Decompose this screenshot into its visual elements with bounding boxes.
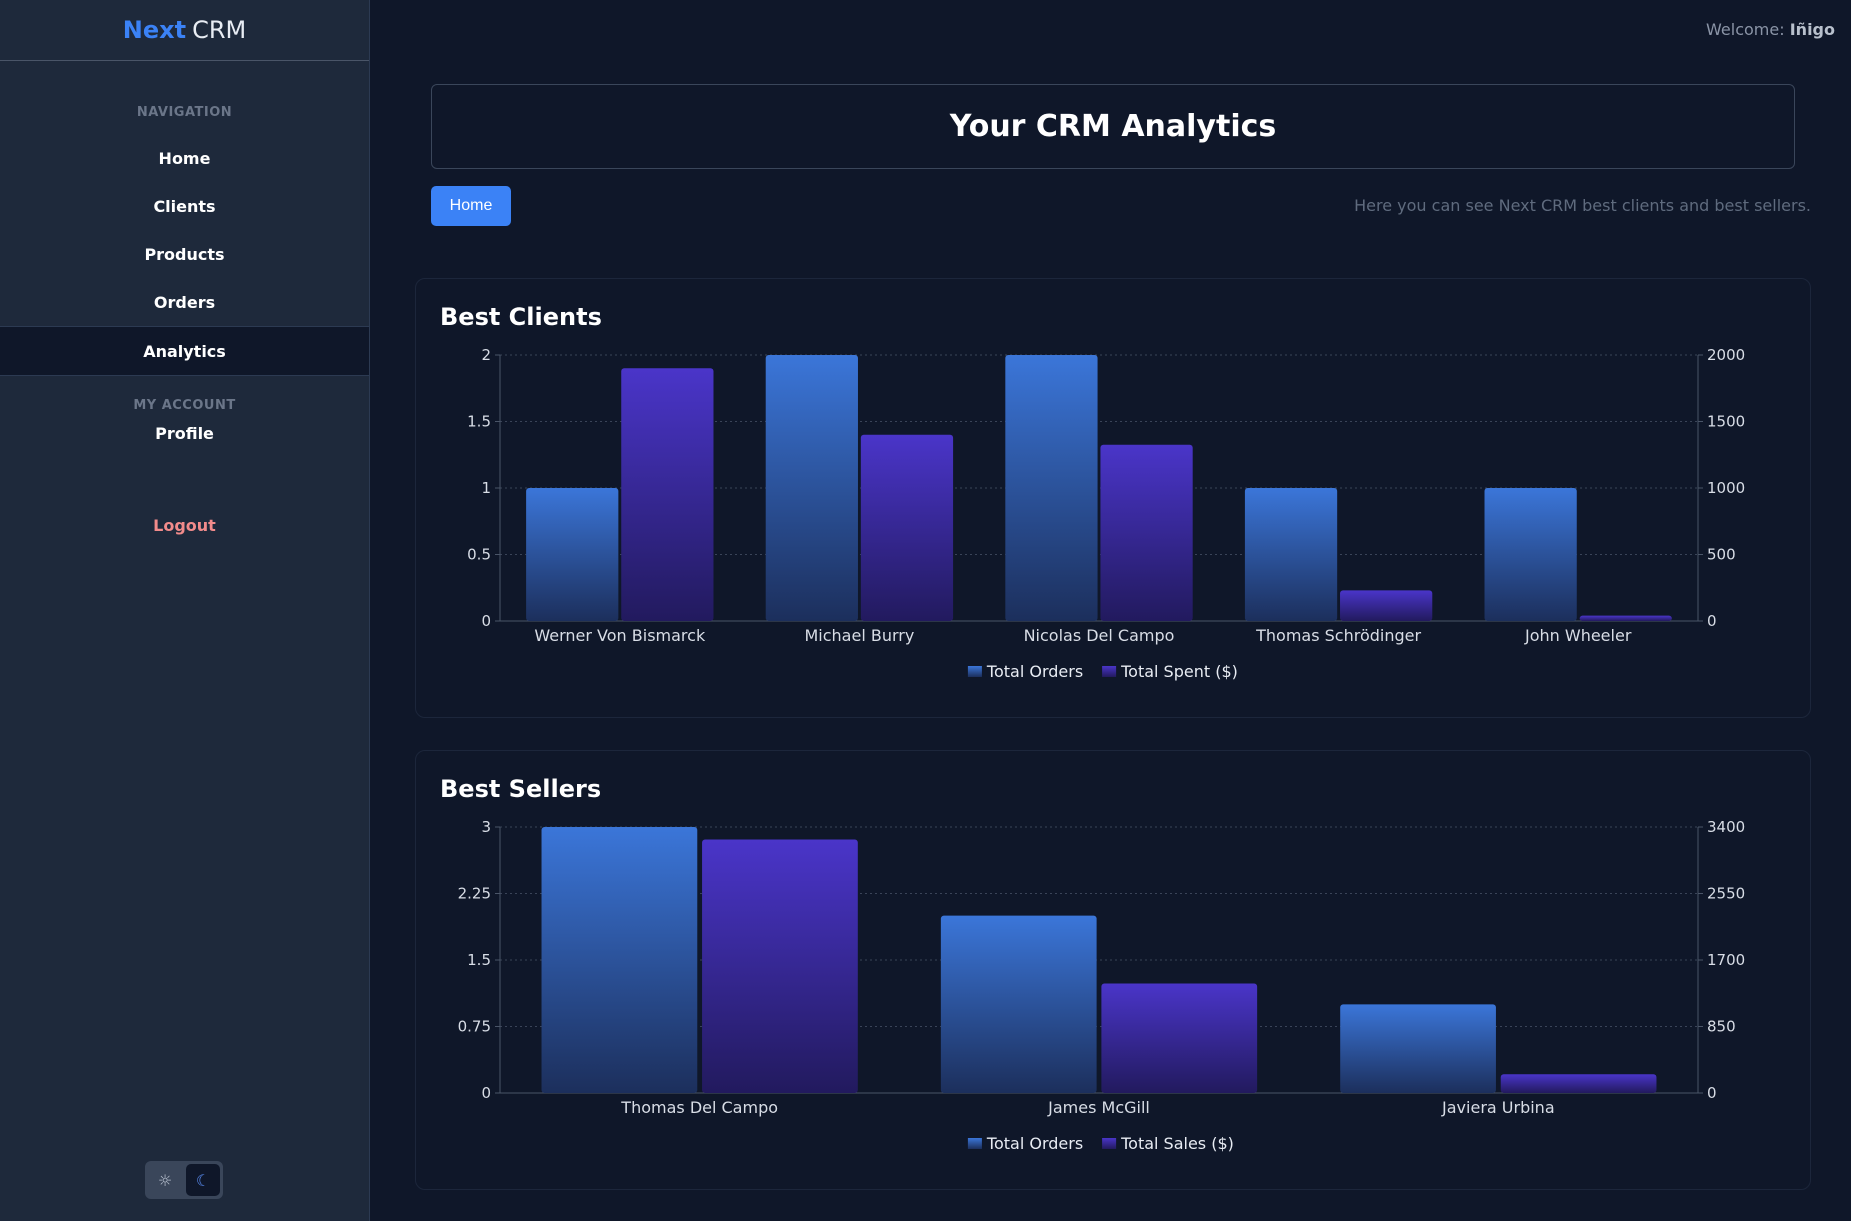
legend-swatch-orders[interactable] <box>967 666 982 677</box>
legend-swatch-orders[interactable] <box>967 1138 982 1149</box>
x-category-label: Nicolas Del Campo <box>1024 626 1175 645</box>
moon-icon[interactable]: ☾ <box>186 1164 220 1196</box>
chart-legend: Total Orders Total Sales ($) <box>967 1134 1234 1153</box>
bar-money[interactable] <box>1100 444 1193 621</box>
welcome-prefix: Welcome: <box>1706 20 1785 39</box>
bar-money[interactable] <box>621 368 714 621</box>
brand-part-next: Next <box>122 16 187 44</box>
y-left-tick-label: 3 <box>481 818 491 836</box>
best-clients-title: Best Clients <box>440 303 602 331</box>
best-clients-chart: 0 0 0.5 500 1 1000 1.5 1500 2 2000 Werner Von Bism… <box>467 346 1745 681</box>
y-right-tick-label: 0 <box>1707 612 1717 630</box>
welcome-text: Welcome: Iñigo <box>1706 20 1835 39</box>
best-clients-card: Best Clients 0 0 0.5 500 1 1000 1.5 1500 2 2000 We… <box>415 278 1811 718</box>
bar-money[interactable] <box>1101 983 1258 1093</box>
x-category-label: James McGill <box>1047 1098 1150 1117</box>
logout-link[interactable]: Logout <box>153 515 216 535</box>
legend-swatch-money[interactable] <box>1102 1138 1117 1149</box>
y-right-tick-label: 500 <box>1707 546 1736 564</box>
sun-icon[interactable]: ☼ <box>157 1170 173 1190</box>
y-left-tick-label: 1.5 <box>467 951 491 969</box>
y-right-tick-label: 850 <box>1707 1018 1736 1036</box>
best-sellers-card: Best Sellers 0 0 0.75 850 1.5 1700 2.25 2550 3 34… <box>415 750 1811 1190</box>
y-right-tick-label: 0 <box>1707 1084 1717 1102</box>
y-left-tick-label: 1.5 <box>467 413 491 431</box>
y-left-tick-label: 0.5 <box>467 546 491 564</box>
sidebar-item-products[interactable]: Products <box>144 244 225 264</box>
legend-label-orders[interactable]: Total Orders <box>986 1134 1083 1153</box>
sidebar-item-orders[interactable]: Orders <box>153 292 216 312</box>
best-sellers-chart: 0 0 0.75 850 1.5 1700 2.25 2550 3 3400 Thomas Del … <box>458 818 1746 1153</box>
page-subtitle: Here you can see Next CRM best clients a… <box>1354 196 1811 215</box>
x-category-label: John Wheeler <box>1524 626 1632 645</box>
y-right-tick-label: 1700 <box>1707 951 1745 969</box>
bar-orders[interactable] <box>765 355 858 621</box>
best-sellers-title: Best Sellers <box>440 775 602 803</box>
breadcrumb-home-button[interactable]: Home <box>431 186 511 226</box>
bar-money[interactable] <box>702 839 858 1093</box>
x-category-label: Werner Von Bismarck <box>534 626 706 645</box>
y-left-tick-label: 0 <box>481 612 491 630</box>
y-left-tick-label: 0 <box>481 1084 491 1102</box>
bar-orders[interactable] <box>940 915 1097 1093</box>
bar-orders[interactable] <box>526 488 619 621</box>
y-right-tick-label: 2000 <box>1707 346 1745 364</box>
y-right-tick-label: 1500 <box>1707 413 1745 431</box>
y-left-tick-label: 0.75 <box>458 1018 491 1036</box>
account-heading: MY ACCOUNT <box>133 398 236 413</box>
x-category-label: Thomas Del Campo <box>620 1098 778 1117</box>
legend-label-orders[interactable]: Total Orders <box>986 662 1083 681</box>
sidebar-item-clients[interactable]: Clients <box>153 196 216 216</box>
brand-part-crm: CRM <box>192 16 247 44</box>
y-right-tick-label: 2550 <box>1707 885 1745 903</box>
bar-money[interactable] <box>860 434 954 621</box>
welcome-user: Iñigo <box>1789 20 1835 39</box>
legend-label-money[interactable]: Total Spent ($) <box>1120 662 1238 681</box>
y-right-tick-label: 1000 <box>1707 479 1745 497</box>
bar-money[interactable] <box>1340 590 1433 621</box>
y-left-tick-label: 1 <box>481 479 491 497</box>
theme-toggle: ☼ ☾ <box>145 1161 223 1199</box>
bar-orders[interactable] <box>541 827 698 1093</box>
bar-money[interactable] <box>1579 615 1672 621</box>
sidebar-item-profile[interactable]: Profile <box>155 423 214 443</box>
bar-orders[interactable] <box>1244 488 1338 621</box>
brand-logo[interactable]: Next CRM <box>0 0 369 61</box>
sidebar-item-analytics[interactable]: Analytics <box>0 326 369 376</box>
x-category-label: Javiera Urbina <box>1441 1098 1555 1117</box>
y-left-tick-label: 2 <box>481 346 491 364</box>
nav-heading: NAVIGATION <box>136 105 233 120</box>
sidebar: Next CRM NAVIGATION Home Clients Product… <box>0 0 370 1221</box>
sidebar-item-home[interactable]: Home <box>158 148 211 168</box>
chart-legend: Total Orders Total Spent ($) <box>967 662 1238 681</box>
bar-orders[interactable] <box>1005 355 1098 621</box>
legend-swatch-money[interactable] <box>1102 666 1117 677</box>
bar-orders[interactable] <box>1484 488 1577 621</box>
bar-money[interactable] <box>1500 1074 1657 1093</box>
bar-orders[interactable] <box>1340 1004 1496 1093</box>
y-left-tick-label: 2.25 <box>458 885 491 903</box>
y-right-tick-label: 3400 <box>1707 818 1745 836</box>
x-category-label: Michael Burry <box>804 626 914 645</box>
x-category-label: Thomas Schrödinger <box>1255 626 1421 645</box>
page-title: Your CRM Analytics <box>431 84 1795 169</box>
legend-label-money[interactable]: Total Sales ($) <box>1120 1134 1234 1153</box>
